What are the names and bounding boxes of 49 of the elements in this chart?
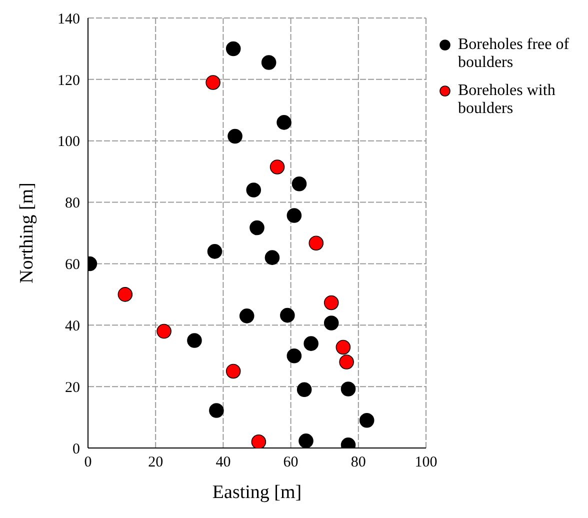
point [324,295,339,310]
point [246,182,262,198]
x-tick-label: 100 [414,454,438,471]
point [292,176,307,192]
legend-label: Boreholes free of boulders [458,36,570,72]
point [296,382,312,398]
point [251,434,266,448]
point [156,324,172,339]
point [209,403,224,418]
point [187,333,202,348]
point [308,236,324,251]
point [250,220,264,236]
point [276,115,292,130]
point [339,354,354,370]
point [286,208,302,223]
x-tick-label: 80 [350,454,366,471]
point [207,244,222,259]
y-tick-label: 120 [58,72,80,89]
point [340,382,356,396]
y-tick-label: 40 [65,318,80,334]
point [304,336,318,351]
y-tick-label: 80 [65,196,80,212]
point [239,308,254,324]
y-tick-label: 100 [58,134,80,150]
point [280,308,295,323]
point [206,75,220,90]
x-tick-label: 60 [283,454,298,471]
legend-label: Boreholes with boulders [458,82,556,118]
point [118,287,133,302]
y-tick-label: 0 [72,441,80,458]
y-axis-title: Northing [m] [16,182,38,284]
point [226,364,241,379]
point [286,348,302,364]
point [298,434,314,448]
x-tick-label: 40 [216,454,231,471]
point [324,316,339,330]
point [226,41,241,56]
point [261,55,276,70]
point [336,340,351,355]
point [359,412,374,428]
point [270,160,285,174]
x-tick-label: 20 [148,454,164,471]
x-tick-label: 0 [84,454,92,471]
point [264,250,280,265]
y-tick-label: 20 [65,380,80,396]
point [228,128,242,144]
y-tick-label: 140 [58,11,80,28]
y-tick-label: 60 [65,257,80,274]
x-axis-title: Easting [m] [212,482,302,503]
